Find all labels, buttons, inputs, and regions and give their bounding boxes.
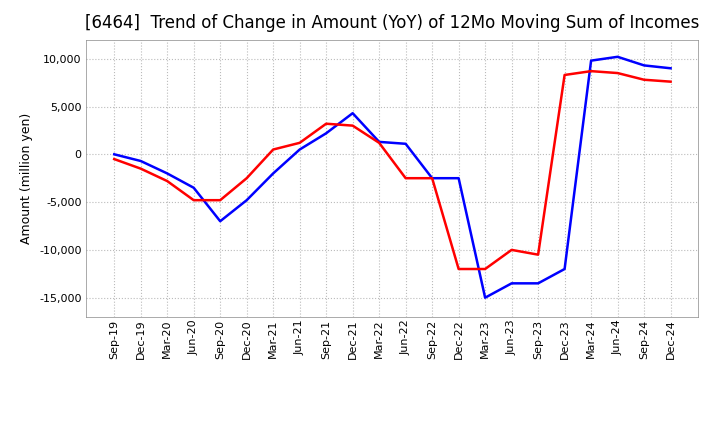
Ordinary Income <box>243 198 251 203</box>
Net Income <box>269 147 277 152</box>
Net Income <box>587 69 595 74</box>
Net Income <box>560 72 569 77</box>
Ordinary Income <box>163 171 171 176</box>
Ordinary Income <box>666 66 675 71</box>
Ordinary Income <box>322 131 330 136</box>
Ordinary Income <box>534 281 542 286</box>
Line: Net Income: Net Income <box>114 71 670 269</box>
Net Income <box>613 70 622 76</box>
Ordinary Income <box>136 158 145 164</box>
Ordinary Income <box>295 147 304 152</box>
Ordinary Income <box>587 58 595 63</box>
Net Income <box>110 157 119 162</box>
Ordinary Income <box>216 219 225 224</box>
Ordinary Income <box>348 110 357 116</box>
Ordinary Income <box>640 63 649 68</box>
Net Income <box>428 176 436 181</box>
Ordinary Income <box>508 281 516 286</box>
Ordinary Income <box>428 176 436 181</box>
Ordinary Income <box>110 152 119 157</box>
Net Income <box>295 140 304 146</box>
Ordinary Income <box>481 295 490 301</box>
Ordinary Income <box>560 266 569 271</box>
Net Income <box>481 266 490 271</box>
Ordinary Income <box>269 171 277 176</box>
Net Income <box>189 198 198 203</box>
Net Income <box>454 266 463 271</box>
Ordinary Income <box>454 176 463 181</box>
Net Income <box>508 247 516 253</box>
Net Income <box>401 176 410 181</box>
Net Income <box>216 198 225 203</box>
Title: [6464]  Trend of Change in Amount (YoY) of 12Mo Moving Sum of Incomes: [6464] Trend of Change in Amount (YoY) o… <box>85 15 700 33</box>
Line: Ordinary Income: Ordinary Income <box>114 57 670 298</box>
Net Income <box>163 179 171 184</box>
Net Income <box>375 140 384 146</box>
Net Income <box>348 123 357 128</box>
Y-axis label: Amount (million yen): Amount (million yen) <box>20 113 34 244</box>
Net Income <box>534 252 542 257</box>
Ordinary Income <box>189 185 198 191</box>
Net Income <box>666 79 675 84</box>
Ordinary Income <box>401 141 410 147</box>
Ordinary Income <box>613 54 622 59</box>
Net Income <box>640 77 649 82</box>
Net Income <box>322 121 330 126</box>
Ordinary Income <box>375 139 384 144</box>
Net Income <box>243 176 251 181</box>
Net Income <box>136 166 145 171</box>
